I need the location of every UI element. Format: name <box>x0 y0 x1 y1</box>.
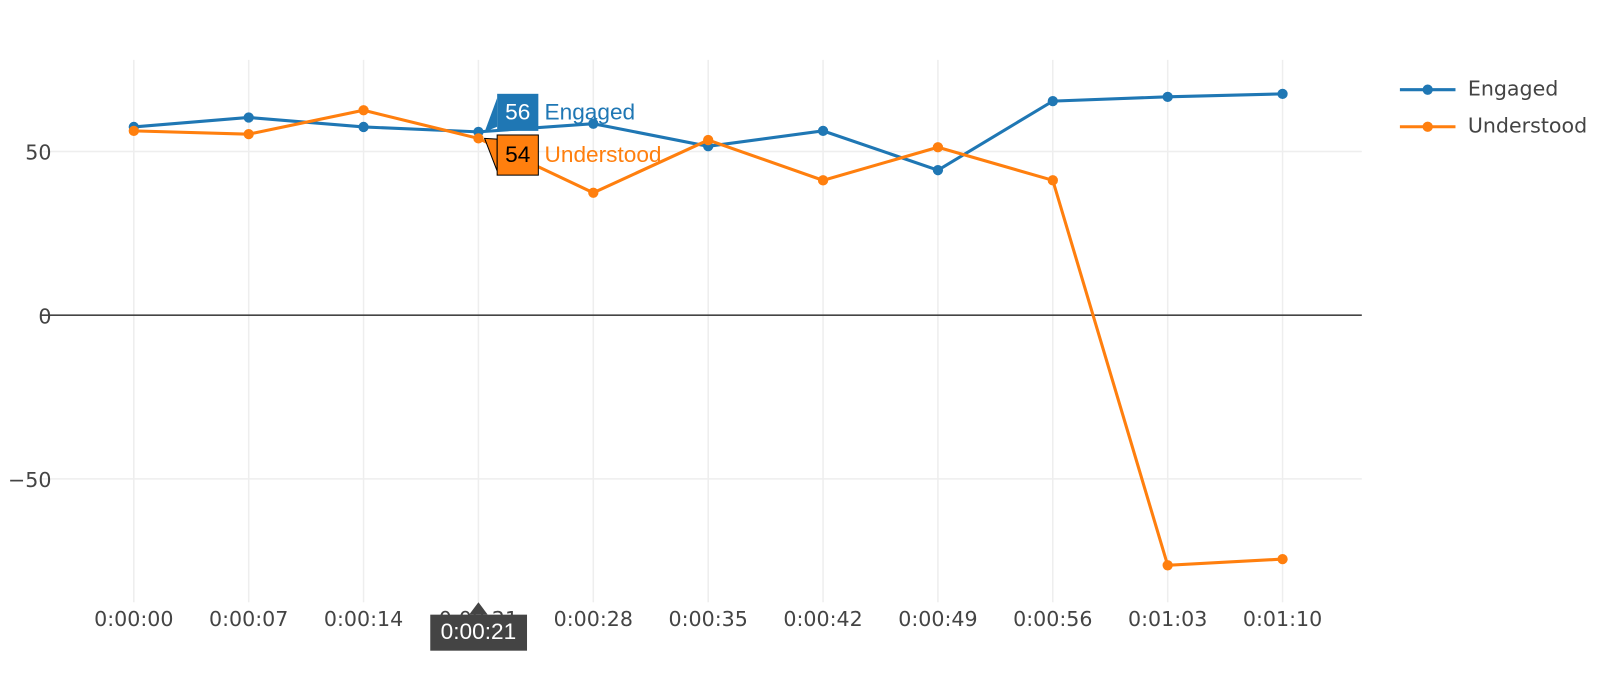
x-tick-label: 0:00:00 <box>94 607 173 631</box>
y-tick-label: 0 <box>38 304 51 328</box>
point <box>817 175 829 186</box>
legend-marker <box>1422 121 1433 132</box>
x-tick-label: 0:00:35 <box>669 607 748 631</box>
hover-name: Understood <box>545 142 662 167</box>
point <box>1162 91 1173 102</box>
legend-label: Understood <box>1468 114 1587 138</box>
hover-x-label: 0:00:21 <box>441 619 517 644</box>
y-tick-label: 50 <box>25 141 51 165</box>
point <box>1277 88 1288 100</box>
point <box>703 134 714 146</box>
hover-pointer <box>483 137 498 172</box>
hover-x-box <box>430 614 528 651</box>
point <box>817 125 829 137</box>
x-tick-label: 0:01:10 <box>1243 607 1322 631</box>
point <box>932 142 944 153</box>
point <box>243 129 254 140</box>
point <box>1047 175 1058 186</box>
x-tick-label: 0:00:07 <box>209 607 288 631</box>
x-tick-label: 0:00:49 <box>898 607 977 631</box>
hover-pointer <box>484 97 498 132</box>
hover-x-pointer <box>469 602 488 615</box>
legend-label: Engaged <box>1468 77 1559 101</box>
hover-name: Engaged <box>545 99 636 124</box>
hover-box <box>496 134 539 176</box>
point <box>358 105 369 116</box>
hover-value: 56 <box>505 99 530 124</box>
point <box>1162 560 1173 571</box>
x-tick-label: 0:00:28 <box>554 607 633 631</box>
point <box>1047 95 1058 107</box>
point <box>932 165 944 176</box>
point <box>588 187 599 198</box>
point <box>473 133 484 144</box>
point <box>588 118 599 129</box>
x-tick-label: 0:00:14 <box>324 607 403 631</box>
hover-value: 54 <box>505 142 530 167</box>
x-tick-label: 0:00:56 <box>1013 607 1092 631</box>
legend-marker <box>1422 84 1433 95</box>
x-tick-label: 0:01:03 <box>1128 607 1207 631</box>
point <box>128 125 139 137</box>
hover-box <box>497 93 539 131</box>
point <box>1277 553 1288 565</box>
point <box>358 121 369 133</box>
y-tick-label: −50 <box>8 468 51 492</box>
point <box>243 112 254 123</box>
x-tick-label: 0:00:42 <box>783 607 862 631</box>
